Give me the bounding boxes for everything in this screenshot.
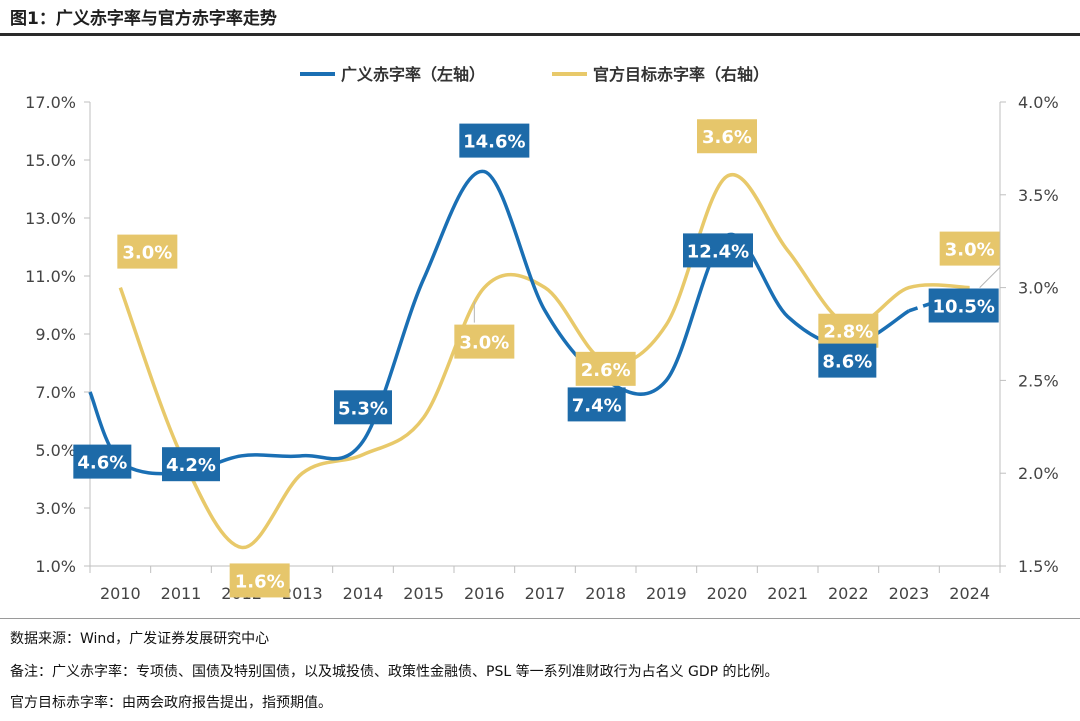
broad-data-point [482, 170, 486, 174]
broad-data-label: 5.3% [338, 398, 388, 419]
x-tick-label: 2014 [343, 584, 384, 603]
right-y-tick-label: 2.5% [1018, 371, 1059, 390]
broad-data-label-box [818, 343, 877, 378]
broad-data-label: 14.6% [463, 132, 525, 153]
broad-data-label: 7.4% [572, 395, 622, 416]
left-y-tick-label: 9.0% [35, 325, 76, 344]
broad-data-label-box [73, 444, 132, 479]
official-data-label-box [117, 234, 178, 269]
source-note: 数据来源：Wind，广发证券发展研究中心 [10, 631, 270, 647]
figure-title: 图1：广义赤字率与官方赤字率走势 [10, 9, 277, 29]
official-data-label: 3.0% [459, 333, 509, 354]
official-data-label-box [454, 324, 515, 359]
x-tick-label: 2019 [646, 584, 687, 603]
left-y-tick-label: 11.0% [25, 267, 76, 286]
left-y-tick-label: 17.0% [25, 93, 76, 112]
chart-area: 1.0% 3.0% 5.0% 7.0% 9.0% 11.0% 13.0% 15.0% 17.0%… [0, 45, 1080, 615]
official-data-point [361, 453, 365, 457]
official-data-point [300, 471, 304, 475]
official-data-point [482, 286, 486, 290]
footnote-divider [0, 618, 1080, 619]
official-data-label: 1.6% [235, 571, 285, 592]
official-data-point [543, 286, 547, 290]
left-y-tick-label: 1.0% [35, 557, 76, 576]
official-data-label-box [575, 351, 636, 386]
remark-note: 备注：广义赤字率：专项债、国债及特别国债，以及城投债、政策性金融债、PSL 等一… [10, 664, 779, 680]
broad-data-label-box [928, 288, 999, 323]
broad-data-point [543, 309, 547, 313]
x-tick-label: 2022 [828, 584, 869, 603]
x-tick-label: 2016 [464, 584, 505, 603]
official-rate-note: 官方目标赤字率：由两会政府报告提出，指预期值。 [10, 695, 332, 711]
official-data-point [118, 286, 122, 290]
broad-data-label-box [683, 233, 753, 268]
broad-data-label-box [334, 390, 392, 425]
right-y-tick-label: 3.5% [1018, 186, 1059, 205]
official-data-point [664, 323, 668, 327]
official-data-label-box [697, 119, 757, 154]
x-tick-label: 2010 [100, 584, 141, 603]
official-data-label: 3.0% [122, 243, 172, 264]
official-data-point [786, 248, 790, 252]
deficit-line-chart: 1.0% 3.0% 5.0% 7.0% 9.0% 11.0% 13.0% 15.0% 17.0%… [25, 65, 1059, 603]
broad-data-label: 4.2% [166, 455, 216, 476]
x-tick-label: 2018 [585, 584, 626, 603]
title-divider [0, 33, 1080, 36]
official-data-label: 2.6% [581, 360, 631, 381]
broad-data-label: 12.4% [687, 241, 749, 262]
official-data-point [422, 416, 426, 420]
broad-data-point [664, 378, 668, 382]
right-y-tick-label: 4.0% [1018, 93, 1059, 112]
official-data-point [725, 174, 729, 178]
left-y-tick-label: 15.0% [25, 151, 76, 170]
legend-official-label: 官方目标赤字率（右轴） [593, 65, 769, 84]
broad-data-point [907, 309, 911, 313]
x-tick-label: 2011 [161, 584, 202, 603]
left-y-tick-label: 5.0% [35, 441, 76, 460]
official-deficit-line [118, 172, 970, 550]
x-tick-label: 2020 [707, 584, 748, 603]
broad-data-point [361, 439, 365, 443]
broad-data-point [240, 454, 244, 458]
official-data-label-box [818, 313, 879, 348]
left-y-tick-label: 3.0% [35, 499, 76, 518]
official-data-point [907, 286, 911, 290]
broad-data-label-box [162, 447, 220, 482]
official-data-label: 3.6% [702, 127, 752, 148]
x-tick-label: 2017 [525, 584, 566, 603]
left-y-tick-label: 13.0% [25, 209, 76, 228]
x-tick-label: 2023 [889, 584, 930, 603]
broad-data-point [422, 277, 426, 281]
broad-data-label: 8.6% [822, 352, 872, 373]
official-data-label-box [229, 563, 290, 598]
x-tick-label: 2013 [282, 584, 323, 603]
x-tick-label: 2021 [767, 584, 808, 603]
broad-data-label-box [567, 387, 626, 422]
broad-deficit-line [88, 169, 910, 476]
right-y-tick-label: 1.5% [1018, 557, 1059, 576]
broad-data-point [300, 454, 304, 458]
x-tick-label: 2015 [403, 584, 444, 603]
official-data-label: 3.0% [945, 240, 995, 261]
official-label-leader [979, 267, 1001, 288]
broad-data-point [786, 315, 790, 319]
x-tick-label: 2024 [949, 584, 990, 603]
right-y-tick-label: 2.0% [1018, 464, 1059, 483]
legend-broad-label: 广义赤字率（左轴） [341, 65, 485, 84]
official-data-point [240, 545, 244, 549]
official-data-label-box [939, 231, 1000, 266]
broad-data-label: 4.6% [77, 453, 127, 474]
right-y-tick-label: 3.0% [1018, 279, 1059, 298]
official-data-label: 2.8% [823, 322, 873, 343]
broad-data-label-box [459, 123, 530, 158]
left-y-tick-label: 7.0% [35, 383, 76, 402]
broad-data-label: 10.5% [932, 297, 994, 318]
